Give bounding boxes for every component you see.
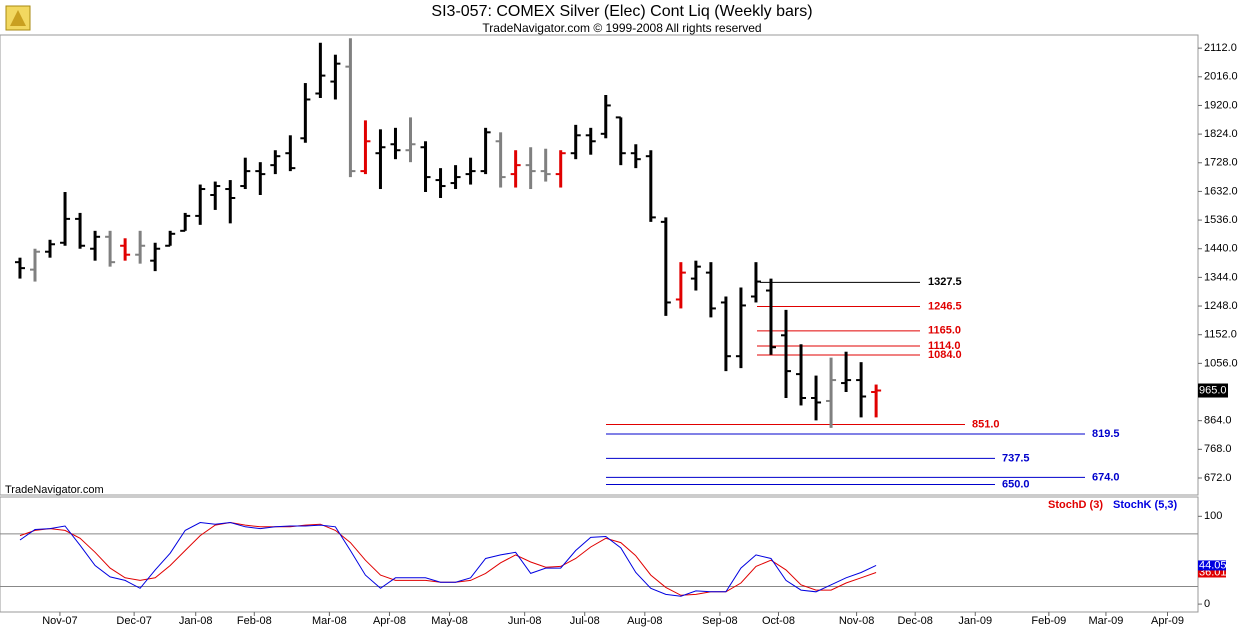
y-tick-label: 1728.0	[1204, 157, 1238, 169]
x-tick-label: Jan-09	[958, 615, 992, 627]
level-label: 650.0	[1002, 478, 1030, 490]
y-tick-label: 1248.0	[1204, 300, 1238, 312]
level-label: 1327.5	[928, 276, 962, 288]
legend-entry: StochK (5,3)	[1113, 499, 1178, 511]
stoch-line	[19, 521, 877, 597]
y-tick-label: 1920.0	[1204, 99, 1238, 111]
x-tick-label: Sep-08	[702, 615, 737, 627]
x-tick-label: Dec-07	[116, 615, 151, 627]
legend-entry: StochD (3)	[1048, 499, 1103, 511]
logo	[5, 5, 31, 31]
y-tick-label: 1344.0	[1204, 271, 1238, 283]
level-label: 1246.5	[928, 300, 962, 312]
y-tick-label: 100	[1204, 510, 1222, 522]
y-tick-label: 768.0	[1204, 443, 1232, 455]
x-tick-label: Jul-08	[570, 615, 600, 627]
x-tick-label: Mar-08	[312, 615, 347, 627]
watermark: TradeNavigator.com	[5, 484, 104, 496]
value-box	[1198, 567, 1226, 578]
level-label: 674.0	[1092, 471, 1120, 483]
x-tick-label: May-08	[431, 615, 468, 627]
last-price-label: 965.0	[1199, 384, 1227, 396]
y-tick-label: 672.0	[1204, 472, 1232, 484]
level-label: 1114.0	[928, 340, 960, 352]
chart-title: SI3-057: COMEX Silver (Elec) Cont Liq (W…	[431, 3, 812, 20]
y-tick-label: 1440.0	[1204, 243, 1238, 255]
y-tick-label: 1632.0	[1204, 185, 1238, 197]
y-tick-label: 2016.0	[1204, 71, 1238, 83]
chart-subtitle: TradeNavigator.com © 1999-2008 All right…	[482, 21, 761, 35]
x-tick-label: Jan-08	[179, 615, 213, 627]
x-tick-label: Nov-08	[839, 615, 874, 627]
x-tick-label: Oct-08	[762, 615, 795, 627]
value-label: 44.05	[1199, 559, 1227, 571]
y-tick-label: 1536.0	[1204, 214, 1238, 226]
value-box	[1198, 560, 1226, 571]
x-tick-label: Jun-08	[508, 615, 542, 627]
stoch-panel	[0, 496, 1199, 613]
level-label: 1084.0	[928, 349, 962, 361]
price-panel	[0, 34, 1199, 496]
y-tick-label: 0	[1204, 598, 1210, 610]
x-tick-label: Feb-08	[237, 615, 272, 627]
x-tick-label: Dec-08	[897, 615, 932, 627]
y-tick-label: 864.0	[1204, 415, 1232, 427]
level-label: 737.5	[1002, 452, 1030, 464]
x-tick-label: Aug-08	[627, 615, 662, 627]
y-tick-label: 2112.0	[1204, 42, 1237, 54]
y-tick-label: 1152.0	[1204, 329, 1237, 341]
x-tick-label: Nov-07	[42, 615, 77, 627]
level-label: 851.0	[972, 418, 1000, 430]
x-tick-label: Apr-09	[1151, 615, 1184, 627]
x-tick-label: Mar-09	[1089, 615, 1124, 627]
y-tick-label: 1824.0	[1204, 128, 1238, 140]
x-tick-label: Feb-09	[1031, 615, 1066, 627]
x-tick-label: Apr-08	[373, 615, 406, 627]
level-label: 1165.0	[928, 325, 961, 337]
y-tick-label: 1056.0	[1204, 357, 1238, 369]
level-label: 819.5	[1092, 428, 1120, 440]
last-price-box	[1198, 383, 1228, 398]
